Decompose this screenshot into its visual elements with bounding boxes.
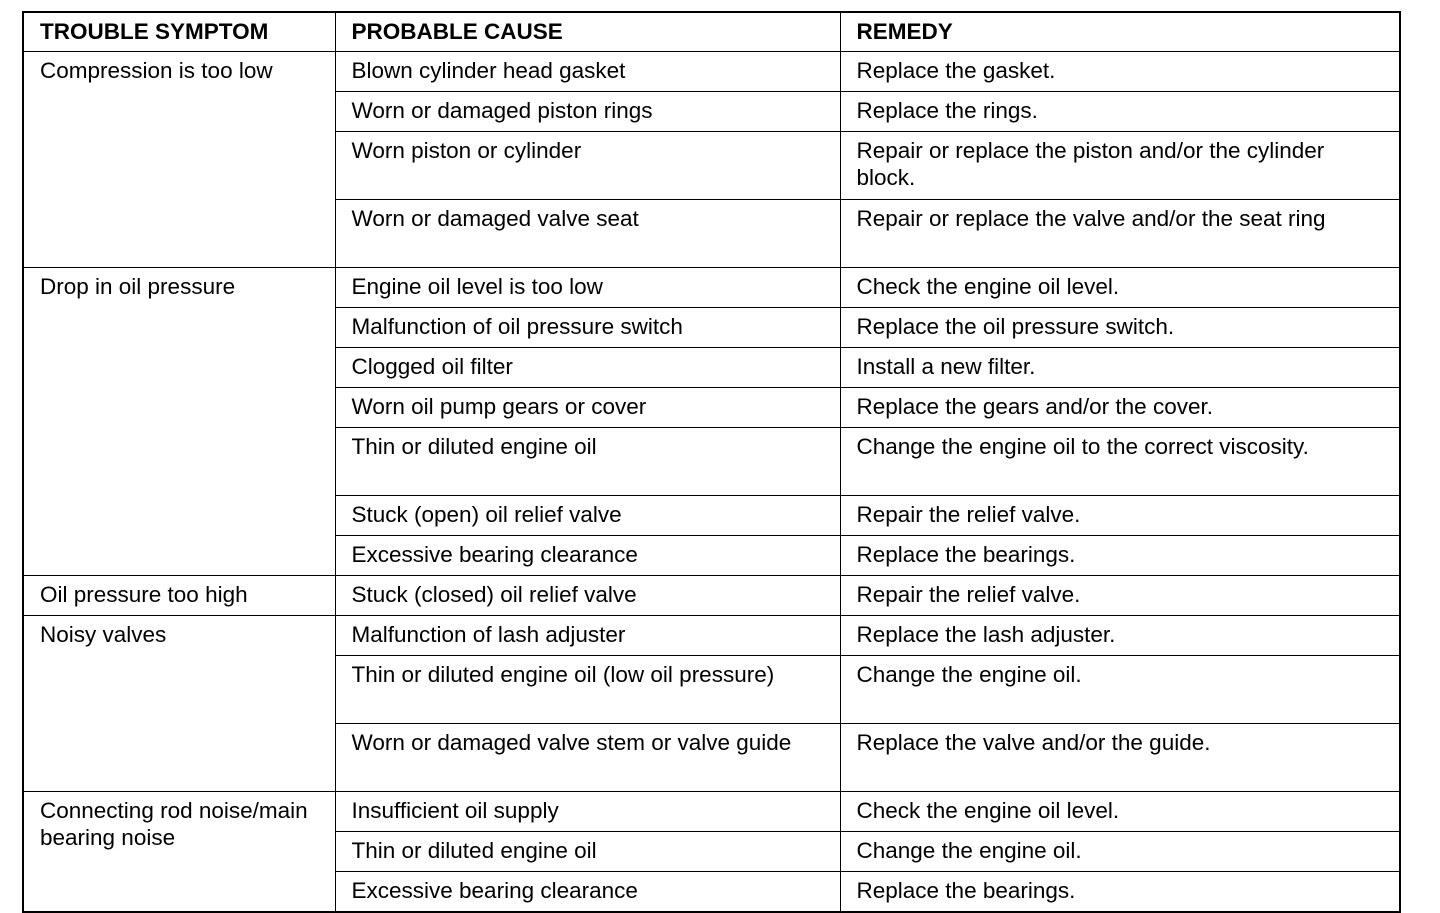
probable-cause-cell: Worn piston or cylinder bbox=[334, 131, 841, 200]
table-row: Stuck (open) oil relief valve Repair the … bbox=[23, 495, 1401, 536]
remedy-cell: Repair or replace the piston and/or the … bbox=[839, 131, 1401, 200]
table-row: Clogged oil filter Install a new filter. bbox=[23, 347, 1401, 388]
table-row: Oil pressure too high Stuck (closed) oil … bbox=[22, 575, 1401, 616]
probable-cause-cell: Thin or diluted engine oil bbox=[334, 831, 841, 872]
table-row: Worn or damaged piston rings Replace the … bbox=[23, 91, 1401, 132]
remedy-cell: Change the engine oil. bbox=[839, 655, 1401, 724]
probable-cause-cell: Malfunction of lash adjuster bbox=[334, 615, 841, 656]
table-row: Excessive bearing clearance Replace the b… bbox=[23, 871, 1401, 913]
remedy-cell: Replace the gasket. bbox=[839, 51, 1401, 92]
trouble-symptom-cell: Connecting rod noise/main bearing noise bbox=[22, 791, 336, 913]
probable-cause-cell: Stuck (open) oil relief valve bbox=[334, 495, 841, 536]
trouble-symptom-cell: Drop in oil pressure bbox=[22, 267, 336, 576]
remedy-cell: Replace the valve and/or the guide. bbox=[839, 723, 1401, 792]
probable-cause-cell: Clogged oil filter bbox=[334, 347, 841, 388]
trouble-symptom-cell: Oil pressure too high bbox=[22, 575, 336, 616]
table-row: Compression is too low Blown cylinder hea… bbox=[22, 51, 1401, 268]
table-row: Excessive bearing clearance Replace the b… bbox=[23, 535, 1401, 576]
remedy-cell: Replace the lash adjuster. bbox=[839, 615, 1401, 656]
remedy-cell: Check the engine oil level. bbox=[839, 791, 1401, 832]
troubleshooting-table: TROUBLE SYMPTOM PROBABLE CAUSE REMEDY Co… bbox=[22, 11, 1401, 913]
probable-cause-cell: Worn oil pump gears or cover bbox=[334, 387, 841, 428]
table-row: Noisy valves Malfunction of lash adjuster… bbox=[22, 615, 1401, 792]
remedy-cell: Repair or replace the valve and/or the s… bbox=[839, 199, 1401, 268]
probable-cause-cell: Stuck (closed) oil relief valve bbox=[334, 575, 841, 616]
trouble-symptom-cell: Noisy valves bbox=[22, 615, 336, 792]
table-row: Connecting rod noise/main bearing noise I… bbox=[22, 791, 1401, 913]
probable-cause-cell: Worn or damaged valve stem or valve guid… bbox=[334, 723, 841, 792]
probable-cause-cell: Worn or damaged valve seat bbox=[334, 199, 841, 268]
probable-cause-cell: Excessive bearing clearance bbox=[334, 871, 841, 913]
table-row: Thin or diluted engine oil (low oil pres… bbox=[23, 655, 1401, 724]
header-row: TROUBLE SYMPTOM PROBABLE CAUSE REMEDY bbox=[22, 11, 1401, 52]
remedy-cell: Replace the gears and/or the cover. bbox=[839, 387, 1401, 428]
probable-cause-cell: Thin or diluted engine oil bbox=[334, 427, 841, 496]
probable-cause-cell: Excessive bearing clearance bbox=[334, 535, 841, 576]
remedy-cell: Replace the rings. bbox=[839, 91, 1401, 132]
probable-cause-cell: Engine oil level is too low bbox=[334, 267, 841, 308]
remedy-cell: Change the engine oil to the correct vis… bbox=[839, 427, 1401, 496]
header-probable-cause: PROBABLE CAUSE bbox=[334, 11, 841, 52]
remedy-cell: Replace the bearings. bbox=[839, 871, 1401, 913]
remedy-cell: Repair the relief valve. bbox=[839, 575, 1401, 616]
table-row: Worn oil pump gears or cover Replace the … bbox=[23, 387, 1401, 428]
table-row: Malfunction of oil pressure switch Replac… bbox=[23, 307, 1401, 348]
table-row: Worn or damaged valve seat Repair or repl… bbox=[23, 199, 1401, 268]
table-row: Drop in oil pressure Engine oil level is … bbox=[22, 267, 1401, 576]
trouble-symptom-cell: Compression is too low bbox=[22, 51, 336, 268]
probable-cause-cell: Thin or diluted engine oil (low oil pres… bbox=[334, 655, 841, 724]
remedy-cell: Replace the oil pressure switch. bbox=[839, 307, 1401, 348]
remedy-cell: Check the engine oil level. bbox=[839, 267, 1401, 308]
remedy-cell: Change the engine oil. bbox=[839, 831, 1401, 872]
header-remedy: REMEDY bbox=[839, 11, 1401, 52]
remedy-cell: Replace the bearings. bbox=[839, 535, 1401, 576]
table-row: Thin or diluted engine oil Change the eng… bbox=[23, 427, 1401, 496]
table-row: Thin or diluted engine oil Change the eng… bbox=[23, 831, 1401, 872]
probable-cause-cell: Malfunction of oil pressure switch bbox=[334, 307, 841, 348]
probable-cause-cell: Worn or damaged piston rings bbox=[334, 91, 841, 132]
remedy-cell: Install a new filter. bbox=[839, 347, 1401, 388]
probable-cause-cell: Blown cylinder head gasket bbox=[334, 51, 841, 92]
remedy-cell: Repair the relief valve. bbox=[839, 495, 1401, 536]
probable-cause-cell: Insufficient oil supply bbox=[334, 791, 841, 832]
header-trouble-symptom: TROUBLE SYMPTOM bbox=[22, 11, 336, 52]
table-row: Worn or damaged valve stem or valve guid… bbox=[23, 723, 1401, 792]
